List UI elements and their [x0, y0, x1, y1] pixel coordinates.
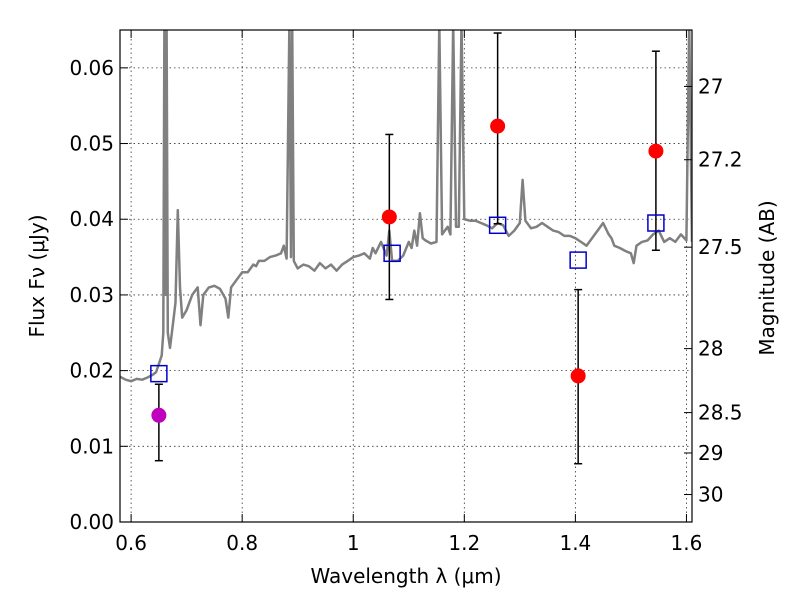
- grid: [120, 30, 692, 523]
- y2-tick-label: 27: [698, 74, 723, 98]
- model-point: [647, 214, 665, 232]
- model-point: [569, 251, 587, 269]
- observed-point: [648, 143, 664, 159]
- y2-axis: 27 27.2 27.5 28 28.5 29 30: [684, 74, 743, 507]
- y-tick-label: 0.03: [69, 283, 114, 307]
- y-axis-label: Flux Fν (μJy): [25, 214, 49, 337]
- y2-tick-label: 27.2: [698, 148, 743, 172]
- x-tick-label: 0.8: [226, 531, 258, 555]
- y2-axis-label: Magnitude (AB): [755, 200, 779, 355]
- x-tick-label: 1.2: [448, 531, 480, 555]
- y-tick-label: 0.02: [69, 359, 114, 383]
- observed-point: [381, 209, 397, 225]
- y-tick-label: 0.00: [69, 510, 114, 534]
- observed-point: [151, 407, 167, 423]
- y2-tick-label: 30: [698, 483, 723, 507]
- y-tick-label: 0.06: [69, 56, 114, 80]
- x-tick-label: 0.6: [115, 531, 147, 555]
- y-axis: 0.00 0.01 0.02 0.03 0.04 0.05 0.06: [69, 56, 128, 534]
- plot-frame: [119, 29, 693, 523]
- model-point: [488, 216, 507, 235]
- x-tick-label: 1.6: [671, 531, 703, 555]
- template-spectrum-line: [120, 30, 692, 383]
- x-axis-label: Wavelength λ (μm): [310, 564, 501, 588]
- observed-point: [570, 368, 586, 384]
- y-tick-label: 0.01: [69, 434, 114, 458]
- model-point: [150, 364, 168, 383]
- model-point: [383, 244, 401, 263]
- y-tick-label: 0.04: [69, 207, 114, 231]
- y2-tick-label: 29: [698, 441, 723, 465]
- x-axis: 0.6 0.8 1 1.2 1.4 1.6: [115, 30, 702, 555]
- x-tick-label: 1.4: [559, 531, 591, 555]
- y2-tick-label: 27.5: [698, 235, 743, 259]
- plot-area: [120, 30, 692, 465]
- y-tick-label: 0.05: [69, 132, 114, 156]
- x-tick-label: 1: [347, 531, 360, 555]
- y2-tick-label: 28: [698, 337, 723, 361]
- y2-tick-label: 28.5: [698, 401, 743, 425]
- observed-point: [490, 118, 506, 134]
